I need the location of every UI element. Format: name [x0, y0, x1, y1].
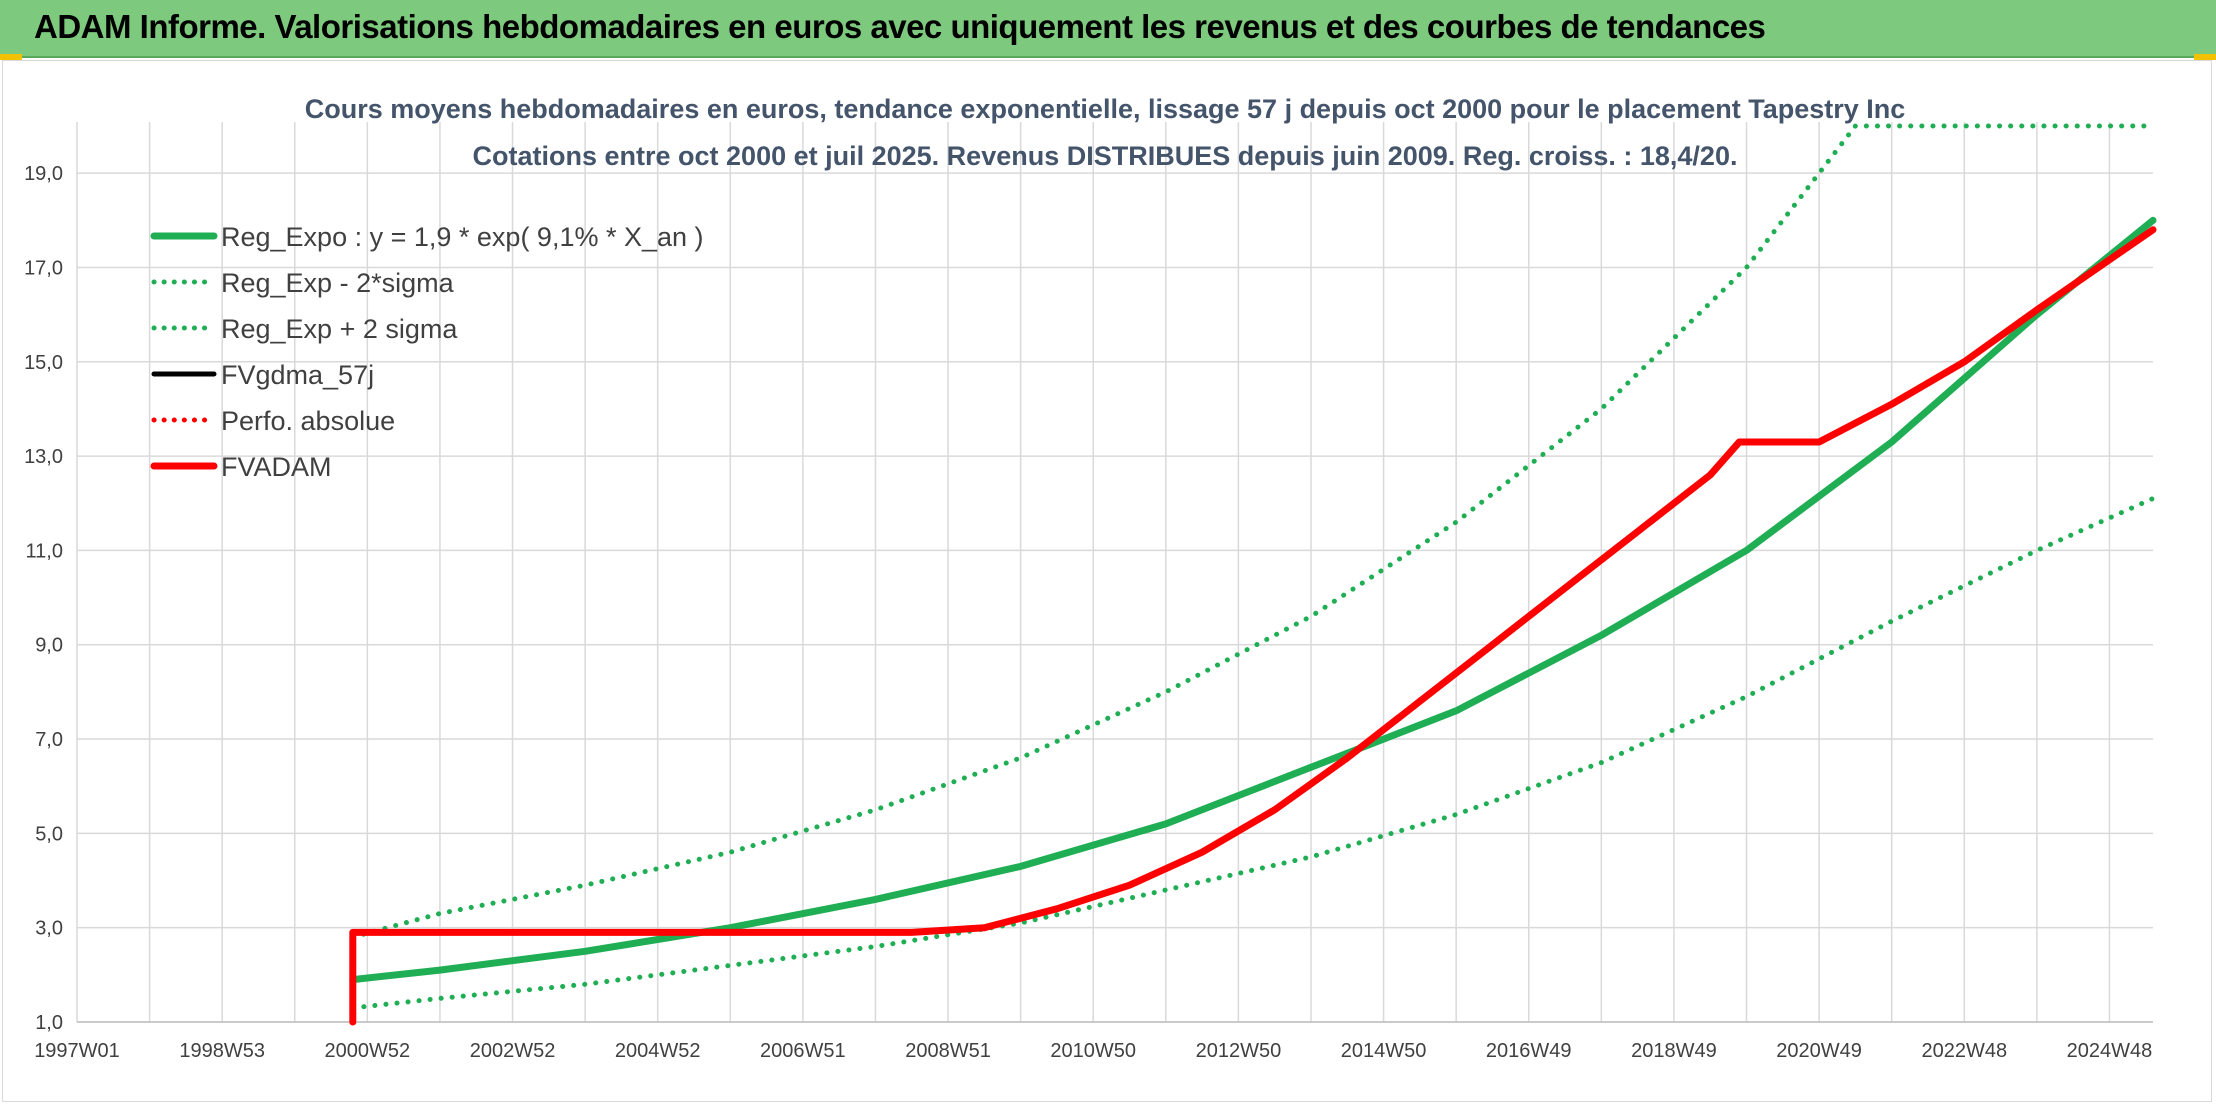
x-tick-label: 2004W52	[615, 1040, 701, 1062]
x-tick-label: 2022W48	[1921, 1040, 2007, 1062]
legend-label: FVgdma_57j	[221, 360, 374, 390]
y-tick-label: 19,0	[24, 163, 63, 185]
x-tick-label: 2020W49	[1776, 1040, 1862, 1062]
report-banner: ADAM Informe. Valorisations hebdomadaire…	[0, 0, 2216, 58]
x-tick-label: 2002W52	[470, 1040, 556, 1062]
legend-label: Perfo. absolue	[221, 406, 395, 436]
x-tick-label: 1997W01	[34, 1040, 120, 1062]
y-tick-label: 5,0	[35, 823, 63, 845]
corner-mark-right	[2194, 54, 2216, 60]
x-tick-label: 2024W48	[2067, 1040, 2153, 1062]
series-line-4	[350, 227, 2156, 1025]
chart-frame	[2, 60, 2212, 1102]
y-tick-label: 7,0	[35, 729, 63, 751]
grid	[76, 122, 2153, 1023]
y-tick-label: 13,0	[24, 446, 63, 468]
chart-title-line: Cotations entre oct 2000 et juil 2025. R…	[473, 141, 1738, 171]
x-tick-label: 2006W51	[760, 1040, 846, 1062]
chart-title-line: Cours moyens hebdomadaires en euros, ten…	[305, 94, 1906, 124]
x-tick-label: 2012W50	[1196, 1040, 1282, 1062]
legend-label: Reg_Exp + 2 sigma	[221, 314, 458, 344]
legend-label: Reg_Expo : y = 1,9 * exp( 9,1% * X_an )	[221, 222, 704, 252]
series-line-2	[350, 123, 2156, 940]
legend-label: FVADAM	[221, 452, 332, 482]
series-lines	[349, 123, 2157, 1026]
x-tick-label: 2018W49	[1631, 1040, 1717, 1062]
series-line-0	[349, 216, 2157, 984]
x-tick-label: 2008W51	[905, 1040, 991, 1062]
y-tick-label: 11,0	[26, 540, 63, 562]
x-tick-label: 2000W52	[325, 1040, 411, 1062]
y-tick-label: 17,0	[24, 257, 63, 279]
y-tick-label: 1,0	[35, 1012, 63, 1034]
y-tick-label: 15,0	[24, 352, 63, 374]
x-tick-label: 2016W49	[1486, 1040, 1572, 1062]
x-tick-label: 2010W50	[1050, 1040, 1136, 1062]
series-line-1	[350, 496, 2156, 1011]
chart-title: Cours moyens hebdomadaires en euros, ten…	[305, 94, 1906, 171]
x-tick-label: 1998W53	[179, 1040, 265, 1062]
y-tick-label: 3,0	[35, 918, 63, 940]
corner-mark-left	[0, 54, 22, 60]
x-tick-label: 2014W50	[1341, 1040, 1427, 1062]
legend: Reg_Expo : y = 1,9 * exp( 9,1% * X_an ) R…	[150, 222, 704, 482]
axes: 1,0 3,0 5,0 7,0 9,0 11,0 13,0 15,0 17,0 19,0 1997W…	[24, 163, 2153, 1062]
report-title: ADAM Informe. Valorisations hebdomadaire…	[34, 8, 1766, 45]
legend-label: Reg_Exp - 2*sigma	[221, 268, 455, 298]
y-tick-label: 9,0	[35, 635, 63, 657]
